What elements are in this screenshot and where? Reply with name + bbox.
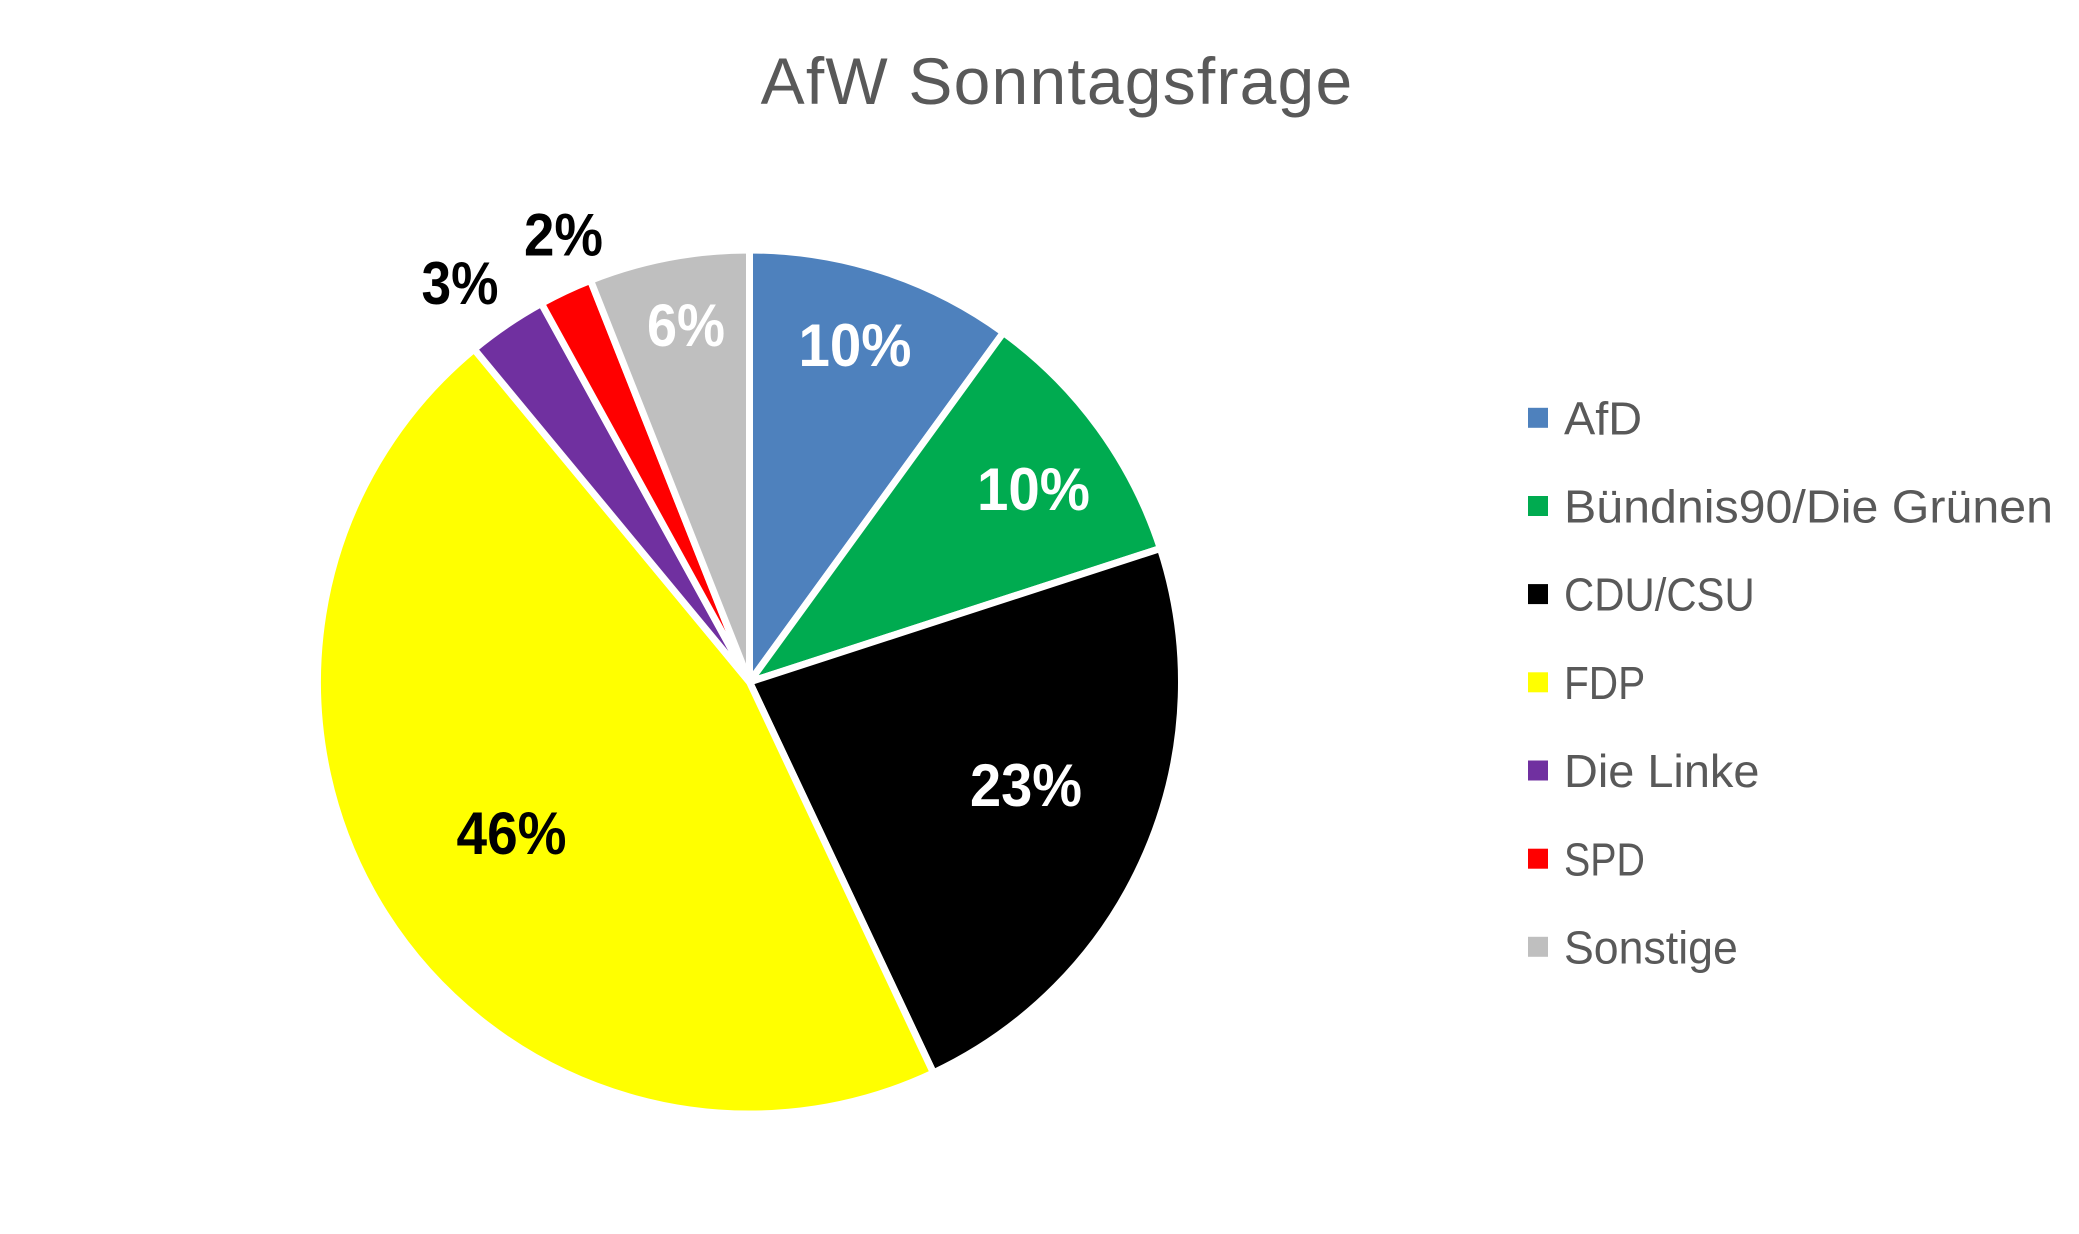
- svg-text:23%: 23%: [970, 752, 1082, 819]
- svg-text:CDU/CSU: CDU/CSU: [1564, 569, 1755, 621]
- svg-text:AfW Sonntagsfrage: AfW Sonntagsfrage: [761, 44, 1354, 118]
- svg-text:Sonstige: Sonstige: [1564, 921, 1738, 973]
- svg-text:10%: 10%: [799, 312, 912, 379]
- svg-text:3%: 3%: [422, 250, 499, 317]
- svg-text:2%: 2%: [524, 202, 603, 269]
- svg-text:Die Linke: Die Linke: [1564, 745, 1759, 797]
- svg-text:Bündnis90/Die Grünen: Bündnis90/Die Grünen: [1564, 481, 2053, 533]
- svg-text:6%: 6%: [647, 292, 725, 359]
- svg-text:FDP: FDP: [1564, 657, 1645, 709]
- svg-text:10%: 10%: [977, 456, 1090, 523]
- svg-text:46%: 46%: [457, 800, 567, 867]
- svg-text:AfD: AfD: [1564, 392, 1642, 444]
- svg-text:SPD: SPD: [1564, 833, 1645, 885]
